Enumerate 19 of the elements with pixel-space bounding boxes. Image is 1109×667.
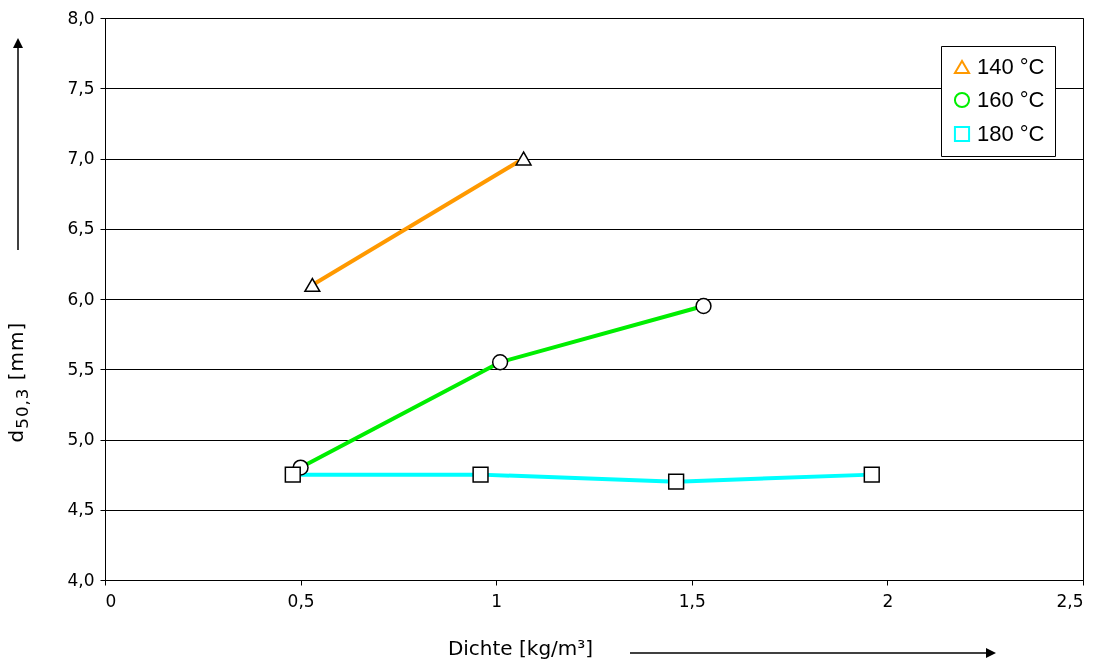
y-tick-label: 8,0 xyxy=(67,7,95,28)
x-tick-label: 1 xyxy=(491,590,503,611)
y-tick-label: 6,0 xyxy=(67,288,95,309)
x-tick-label: 0 xyxy=(105,590,117,611)
x-tick-label: 2 xyxy=(882,590,894,611)
x-tick-label: 2,5 xyxy=(1056,590,1084,611)
y-tick-label: 6,5 xyxy=(67,218,95,239)
x-tick-label: 0,5 xyxy=(287,590,315,611)
y-tick-label: 7,0 xyxy=(67,148,95,168)
legend-label: 160 °C xyxy=(977,87,1045,112)
y-tick-label: 4,5 xyxy=(67,499,95,520)
y-tick-label: 5,0 xyxy=(67,429,95,449)
x-axis-title: Dichte [kg/m³] xyxy=(447,635,594,660)
y-tick-label: 7,5 xyxy=(67,77,95,98)
x-tick-label: 1,5 xyxy=(678,590,706,611)
y-tick-label: 4,0 xyxy=(67,569,95,590)
y-tick-label: 5,5 xyxy=(67,358,95,379)
legend-label: 140 °C xyxy=(977,54,1045,79)
legend-label: 180 °C xyxy=(977,121,1045,146)
